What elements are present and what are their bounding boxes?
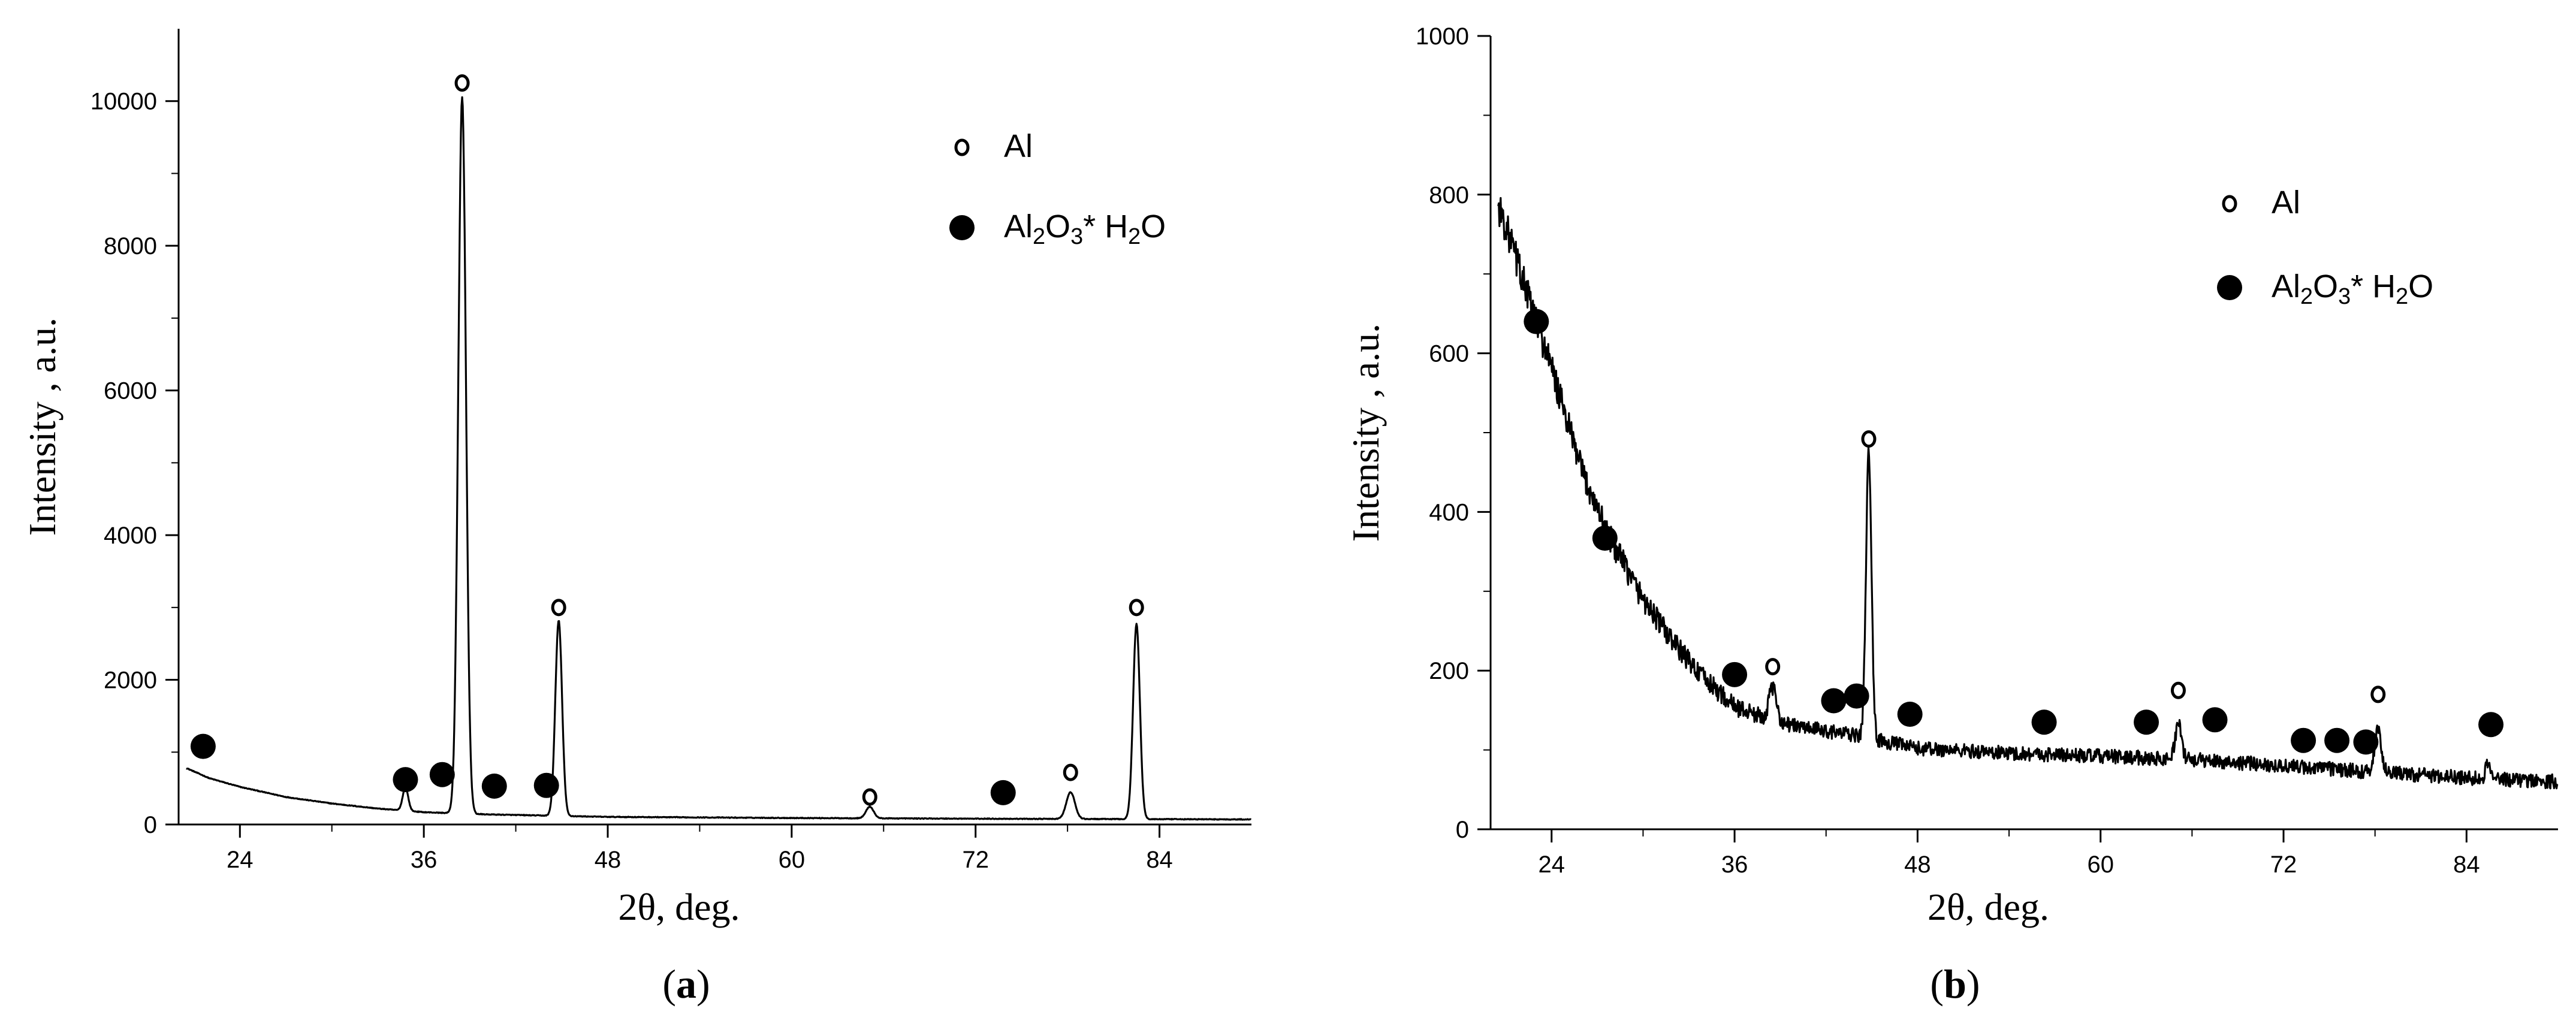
al2o3-h2o-marker [393, 767, 418, 793]
chart-panel-b: 0 200 400 600 800 1000 24 36 48 60 72 84 Intensity ,… [1344, 23, 2559, 1007]
y-tick-label: 200 [1429, 658, 1469, 684]
al2o3-h2o-marker [1844, 683, 1869, 709]
x-tick-label: 72 [2270, 851, 2297, 878]
x-tick-label: 36 [411, 847, 438, 873]
x-tick-label: 24 [1539, 851, 1565, 878]
al2o3-h2o-marker [2478, 712, 2504, 738]
al-marker [1129, 599, 1144, 617]
legend-text-part: * H [1083, 209, 1128, 244]
y-tick-label: 1000 [1416, 23, 1469, 50]
x-axis-title: 2θ, deg. [618, 886, 740, 928]
al-marker [2170, 681, 2186, 699]
diffraction-pattern-line [1497, 197, 2559, 790]
panel-caption: (b) [1930, 961, 1980, 1007]
legend-subscript: 2 [2396, 284, 2408, 309]
legend-subscript: 3 [1070, 224, 1083, 249]
al2o3-h2o-marker [2291, 727, 2316, 753]
al-marker [2370, 685, 2386, 703]
y-axis-title: Intensity , a.u. [1344, 324, 1387, 542]
legend-subscript: 2 [1128, 224, 1141, 249]
caption-open-paren: ( [1930, 961, 1944, 1007]
caption-close-paren: ) [1966, 961, 1980, 1007]
y-tick-label: 2000 [104, 667, 157, 694]
y-axis-title: Intensity , a.u. [21, 318, 64, 536]
legend-text-part: * H [2351, 268, 2396, 304]
y-tick-label: 800 [1429, 182, 1469, 209]
al2o3-h2o-marker [1722, 662, 1748, 687]
legend-subscript: 3 [2338, 284, 2351, 309]
y-tick-label: 0 [144, 812, 157, 838]
legend-text-part: O [1045, 209, 1070, 244]
legend-label: Al [1004, 128, 1033, 164]
al-marker [551, 599, 566, 617]
al2o3-h2o-marker [1821, 688, 1847, 714]
al2o3-h2o-marker [2031, 709, 2057, 735]
y-tick-label: 6000 [104, 378, 157, 404]
x-tick-label: 48 [1904, 851, 1931, 878]
legend-text-part: Al [1004, 128, 1033, 164]
al-marker [862, 788, 877, 806]
legend-text-part: Al [2272, 268, 2300, 304]
legend-subscript: 2 [1033, 224, 1045, 249]
legend-label: Al [2272, 185, 2300, 221]
al-marker [1063, 763, 1078, 781]
y-tick-label: 0 [1456, 817, 1469, 843]
al-marker [1861, 430, 1877, 448]
al2o3-h2o-marker [2353, 729, 2379, 755]
y-tick-label: 10000 [91, 89, 157, 115]
diffraction-pattern-line [186, 96, 1252, 821]
legend-subscript: 2 [2300, 284, 2313, 309]
legend-text-part: Al [1004, 209, 1033, 244]
legend-label: Al2O3* H2O [1004, 209, 1166, 249]
legend-text-part: O [1141, 209, 1166, 244]
legend-filled-circle-icon [949, 215, 975, 240]
x-axis-title: 2θ, deg. [1928, 886, 2049, 928]
al2o3-h2o-marker [1524, 309, 1549, 334]
x-tick-label: 48 [595, 847, 622, 873]
al2o3-h2o-marker [190, 733, 216, 759]
x-tick-label: 36 [1721, 851, 1748, 878]
al2o3-h2o-marker [1592, 525, 1618, 551]
y-tick-label: 8000 [104, 233, 157, 259]
al2o3-h2o-marker [2202, 707, 2228, 733]
x-tick-label: 72 [962, 847, 989, 873]
legend-filled-circle-icon [2217, 275, 2242, 300]
al2o3-h2o-marker [481, 774, 507, 799]
legend-open-circle-icon [954, 138, 970, 156]
al2o3-h2o-marker [429, 762, 455, 787]
caption-open-paren: ( [662, 961, 676, 1007]
al2o3-h2o-marker [990, 780, 1016, 805]
x-tick-label: 60 [2087, 851, 2114, 878]
x-tick-label: 60 [779, 847, 806, 873]
legend-label: Al2O3* H2O [2272, 268, 2433, 309]
chart-panel-a: 0 2000 4000 6000 8000 10000 24 36 48 60 72 84 Intens… [21, 29, 1252, 1007]
al2o3-h2o-marker [2134, 709, 2159, 735]
legend-text-part: Al [2272, 185, 2300, 221]
caption-letter: b [1944, 961, 1966, 1007]
y-tick-label: 600 [1429, 341, 1469, 367]
y-tick-label: 400 [1429, 499, 1469, 525]
legend-open-circle-icon [2222, 195, 2237, 213]
al2o3-h2o-marker [533, 772, 559, 798]
x-tick-label: 24 [227, 847, 254, 873]
al-marker [1765, 658, 1781, 676]
x-tick-label: 84 [1146, 847, 1173, 873]
caption-close-paren: ) [696, 961, 710, 1007]
al-marker [454, 74, 470, 92]
panel-caption: (a) [662, 961, 710, 1007]
x-tick-label: 84 [2453, 851, 2480, 878]
al2o3-h2o-marker [2324, 727, 2350, 753]
legend-text-part: O [2408, 268, 2433, 304]
legend-text-part: O [2313, 268, 2338, 304]
caption-letter: a [676, 961, 696, 1007]
y-tick-label: 4000 [104, 522, 157, 549]
al2o3-h2o-marker [1897, 702, 1923, 727]
